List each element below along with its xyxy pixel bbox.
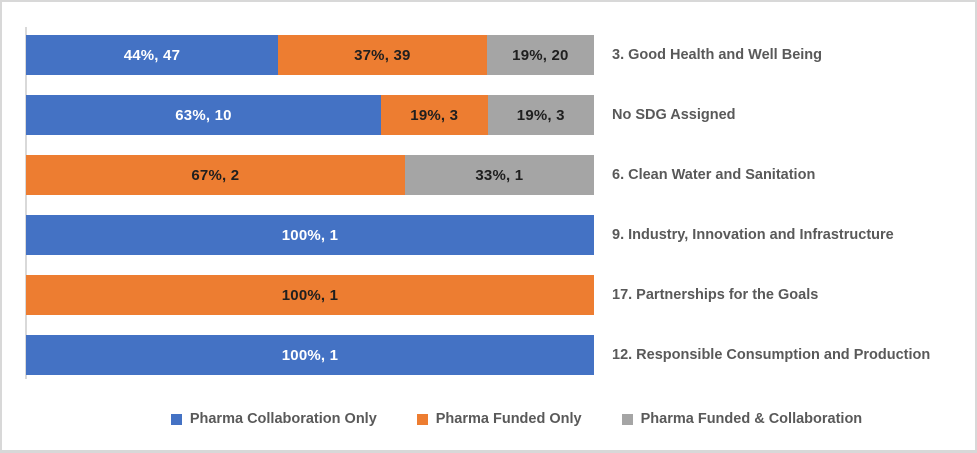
bar-row: 100%, 1 bbox=[26, 275, 594, 315]
legend-swatch-icon bbox=[621, 413, 633, 425]
legend-item-collab: Pharma Collaboration Only bbox=[170, 411, 377, 427]
legend-label: Pharma Funded & Collaboration bbox=[640, 411, 863, 427]
category-label: No SDG Assigned bbox=[612, 107, 736, 123]
legend-swatch-icon bbox=[416, 413, 428, 425]
category-labels: 3. Good Health and Well Being No SDG Assi… bbox=[612, 35, 975, 375]
category-label: 3. Good Health and Well Being bbox=[612, 47, 823, 63]
bar-segment-funded: 37%, 39 bbox=[277, 35, 487, 75]
legend-item-both: Pharma Funded & Collaboration bbox=[621, 411, 863, 427]
legend-label: Pharma Funded Only bbox=[435, 411, 582, 427]
y-axis-line bbox=[25, 27, 27, 379]
plot-area: 44%, 47 37%, 39 19%, 20 63%, 10 19%, 3 19%, 3… bbox=[26, 35, 594, 375]
bar-row: 67%, 2 33%, 1 bbox=[26, 155, 594, 195]
bar-segment-collab: 63%, 10 bbox=[26, 95, 381, 135]
bar-segment-collab: 44%, 47 bbox=[26, 35, 278, 75]
bar-segment-funded: 100%, 1 bbox=[26, 275, 594, 315]
bar-segment-both: 33%, 1 bbox=[404, 155, 594, 195]
category-label: 6. Clean Water and Sanitation bbox=[612, 167, 816, 183]
bar-segment-both: 19%, 3 bbox=[487, 95, 594, 135]
bar-row: 100%, 1 bbox=[26, 335, 594, 375]
legend-swatch-icon bbox=[170, 413, 182, 425]
bar-segment-both: 19%, 20 bbox=[486, 35, 594, 75]
bar-row: 44%, 47 37%, 39 19%, 20 bbox=[26, 35, 594, 75]
legend-item-funded: Pharma Funded Only bbox=[416, 411, 582, 427]
legend-label: Pharma Collaboration Only bbox=[189, 411, 377, 427]
legend: Pharma Collaboration Only Pharma Funded O… bbox=[2, 407, 975, 431]
bar-segment-collab: 100%, 1 bbox=[26, 215, 594, 255]
bar-segment-funded: 67%, 2 bbox=[26, 155, 405, 195]
bar-row: 100%, 1 bbox=[26, 215, 594, 255]
category-label: 12. Responsible Consumption and Producti… bbox=[612, 347, 931, 363]
category-label: 17. Partnerships for the Goals bbox=[612, 287, 819, 303]
bar-segment-funded: 19%, 3 bbox=[381, 95, 488, 135]
bar-segment-collab: 100%, 1 bbox=[26, 335, 594, 375]
bar-row: 63%, 10 19%, 3 19%, 3 bbox=[26, 95, 594, 135]
category-label: 9. Industry, Innovation and Infrastructu… bbox=[612, 227, 894, 243]
